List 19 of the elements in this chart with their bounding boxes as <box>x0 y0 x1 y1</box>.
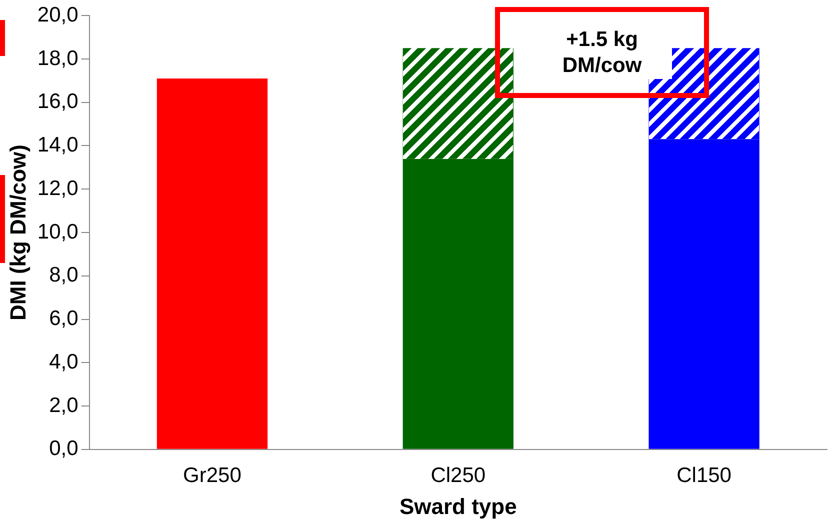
y-tick-label: 10,0 <box>37 220 78 244</box>
annotation: +1.5 kg DM/cow <box>532 26 672 79</box>
y-tick-label: 0,0 <box>49 437 78 460</box>
x-tick-label: Cl250 <box>430 464 486 487</box>
bar <box>156 78 268 449</box>
y-tick-label: 16,0 <box>37 90 78 114</box>
y-tick-label: 6,0 <box>49 307 78 330</box>
x-tick-label: Gr250 <box>183 464 242 487</box>
x-tick-label: Cl150 <box>676 464 732 487</box>
y-axis-title: DMI (kg DM/cow) <box>5 144 30 320</box>
callout-box: +1.5 kg DM/cow <box>495 7 710 98</box>
y-tick-label: 4,0 <box>49 350 78 374</box>
y-tick-label: 12,0 <box>37 176 78 200</box>
y-tick-label: 20,0 <box>37 3 78 26</box>
y-tick-label: 18,0 <box>37 46 78 70</box>
y-tick-label: 14,0 <box>37 134 78 157</box>
y-tick-label: 8,0 <box>49 264 78 287</box>
y-tick-label: 2,0 <box>49 394 78 417</box>
x-axis-title: Sward type <box>399 494 517 519</box>
